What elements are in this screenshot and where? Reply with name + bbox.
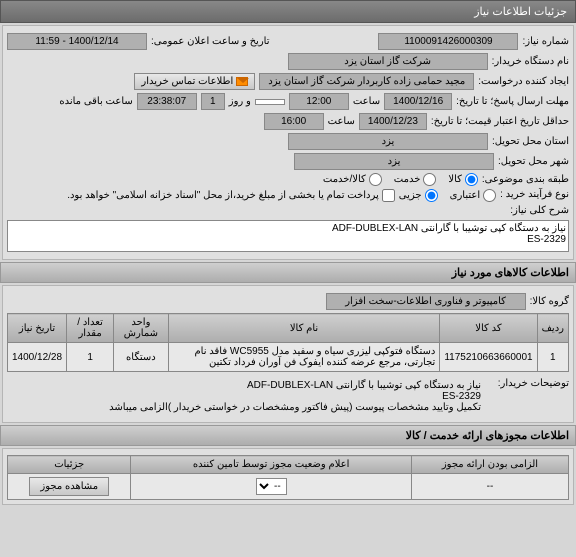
radio-partial[interactable]: جزیی: [399, 189, 438, 202]
time-label-2: ساعت: [328, 116, 355, 127]
day-value: 1: [201, 93, 225, 110]
cell-name: دستگاه فتوکپی لیزری سیاه و سفید مدل WC59…: [168, 343, 440, 372]
radio-credit-label: اعتباری: [450, 190, 480, 201]
col-status: اعلام وضعیت مجوز توسط تامین کننده: [131, 456, 412, 474]
col-unit: واحد شمارش: [114, 314, 169, 343]
need-desc-textarea[interactable]: نیاز به دستگاه کپی توشیبا با گارانتی ADF…: [7, 220, 569, 252]
permit-status-select[interactable]: --: [256, 478, 287, 495]
col-date: تاریخ نیاز: [8, 314, 67, 343]
purchase-radios: اعتباری جزیی: [399, 189, 496, 202]
permit-status-cell: --: [131, 474, 412, 500]
col-mandatory: الزامی بودن ارائه مجوز: [411, 456, 568, 474]
permits-section-header: اطلاعات مجوزهای ارائه خدمت / کالا: [0, 425, 576, 446]
purchase-process-label: نوع فرآیند خرید :: [500, 189, 569, 200]
radio-credit[interactable]: اعتباری: [450, 189, 496, 202]
remaining-time: 23:38:07: [137, 93, 197, 110]
cell-unit: دستگاه: [114, 343, 169, 372]
day-label: و روز: [229, 96, 251, 107]
permits-table: الزامی بودن ارائه مجوز اعلام وضعیت مجوز …: [7, 455, 569, 500]
permit-details-cell: مشاهده مجوز: [8, 474, 131, 500]
validity-date: 1400/12/23: [359, 113, 427, 130]
radio-service[interactable]: خدمت: [394, 173, 437, 186]
validity-label: حداقل تاریخ اعتبار قیمت؛ تا تاریخ:: [431, 116, 569, 127]
cell-idx: 1: [537, 343, 568, 372]
time-label-1: ساعت: [353, 96, 380, 107]
cell-qty: 1: [67, 343, 114, 372]
panel-title: جزئیات اطلاعات نیاز: [0, 0, 576, 23]
city-value: یزد: [294, 153, 494, 170]
col-row: ردیف: [537, 314, 568, 343]
col-name: نام کالا: [168, 314, 440, 343]
goods-table-header: ردیف کد کالا نام کالا واحد شمارش تعداد /…: [8, 314, 569, 343]
radio-goods-label: کالا: [448, 174, 462, 185]
province-value: یزد: [288, 133, 488, 150]
col-qty: تعداد / مقدار: [67, 314, 114, 343]
radio-goods[interactable]: کالا: [448, 173, 478, 186]
creator-label: ایجاد کننده درخواست:: [478, 76, 569, 87]
category-label: طبقه بندی موضوعی:: [482, 174, 569, 185]
need-desc-label: شرح کلی نیاز:: [499, 205, 569, 216]
cell-code: 1175210663660001: [440, 343, 537, 372]
deadline-date: 1400/12/16: [384, 93, 452, 110]
purchase-note-text: پرداخت تمام یا بخشی از مبلغ خرید،از محل …: [67, 190, 379, 201]
goods-group-label: گروه کالا:: [530, 296, 569, 307]
province-label: استان محل تحویل:: [492, 136, 569, 147]
remaining-label: ساعت باقی مانده: [59, 96, 132, 107]
announce-value: 1400/12/14 - 11:59: [7, 33, 147, 50]
deadline-time: 12:00: [289, 93, 349, 110]
goods-section: گروه کالا: کامپیوتر و فناوری اطلاعات-سخت…: [2, 285, 574, 423]
radio-partial-label: جزیی: [399, 190, 422, 201]
buyer-org-value: شرکت گاز استان یزد: [288, 53, 488, 70]
form-section: شماره نیاز: 1100091426000309 تاریخ و ساع…: [2, 25, 574, 260]
buyer-notes-text: نیاز به دستگاه کپی توشیبا با گارانتی ADF…: [7, 378, 485, 415]
goods-table: ردیف کد کالا نام کالا واحد شمارش تعداد /…: [7, 313, 569, 372]
permit-row: -- -- مشاهده مجوز: [8, 474, 569, 500]
contact-button-label: اطلاعات تماس خریدار: [141, 76, 233, 87]
need-number-value: 1100091426000309: [378, 33, 518, 50]
creator-value: مجید حمامی زاده کاربردار شرکت گاز استان …: [259, 73, 474, 90]
validity-time: 16:00: [264, 113, 324, 130]
category-radios: کالا خدمت کالا/خدمت: [323, 173, 478, 186]
envelope-icon: [236, 77, 248, 86]
permit-mandatory: --: [411, 474, 568, 500]
city-label: شهر محل تحویل:: [498, 156, 569, 167]
radio-goods-service-label: کالا/خدمت: [323, 174, 366, 185]
buyer-org-label: نام دستگاه خریدار:: [492, 56, 569, 67]
contact-buyer-button[interactable]: اطلاعات تماس خریدار: [134, 73, 255, 90]
view-permit-button[interactable]: مشاهده مجوز: [29, 477, 109, 496]
announce-label: تاریخ و ساعت اعلان عمومی:: [151, 36, 270, 47]
table-row: 1 1175210663660001 دستگاه فتوکپی لیزری س…: [8, 343, 569, 372]
radio-goods-service[interactable]: کالا/خدمت: [323, 173, 382, 186]
deadline-empty: [255, 99, 285, 105]
permits-section: الزامی بودن ارائه مجوز اعلام وضعیت مجوز …: [2, 448, 574, 505]
radio-service-label: خدمت: [394, 174, 421, 185]
need-number-label: شماره نیاز:: [522, 36, 569, 47]
col-details: جزئیات: [8, 456, 131, 474]
col-code: کد کالا: [440, 314, 537, 343]
permits-header: الزامی بودن ارائه مجوز اعلام وضعیت مجوز …: [8, 456, 569, 474]
purchase-note-check[interactable]: پرداخت تمام یا بخشی از مبلغ خرید،از محل …: [67, 189, 395, 202]
buyer-notes-label: توضیحات خریدار:: [489, 378, 569, 389]
cell-date: 1400/12/28: [8, 343, 67, 372]
goods-section-header: اطلاعات کالاهای مورد نیاز: [0, 262, 576, 283]
goods-group-value: کامپیوتر و فناوری اطلاعات-سخت افزار: [326, 293, 526, 310]
deadline-label: مهلت ارسال پاسخ؛ تا تاریخ:: [456, 96, 569, 107]
